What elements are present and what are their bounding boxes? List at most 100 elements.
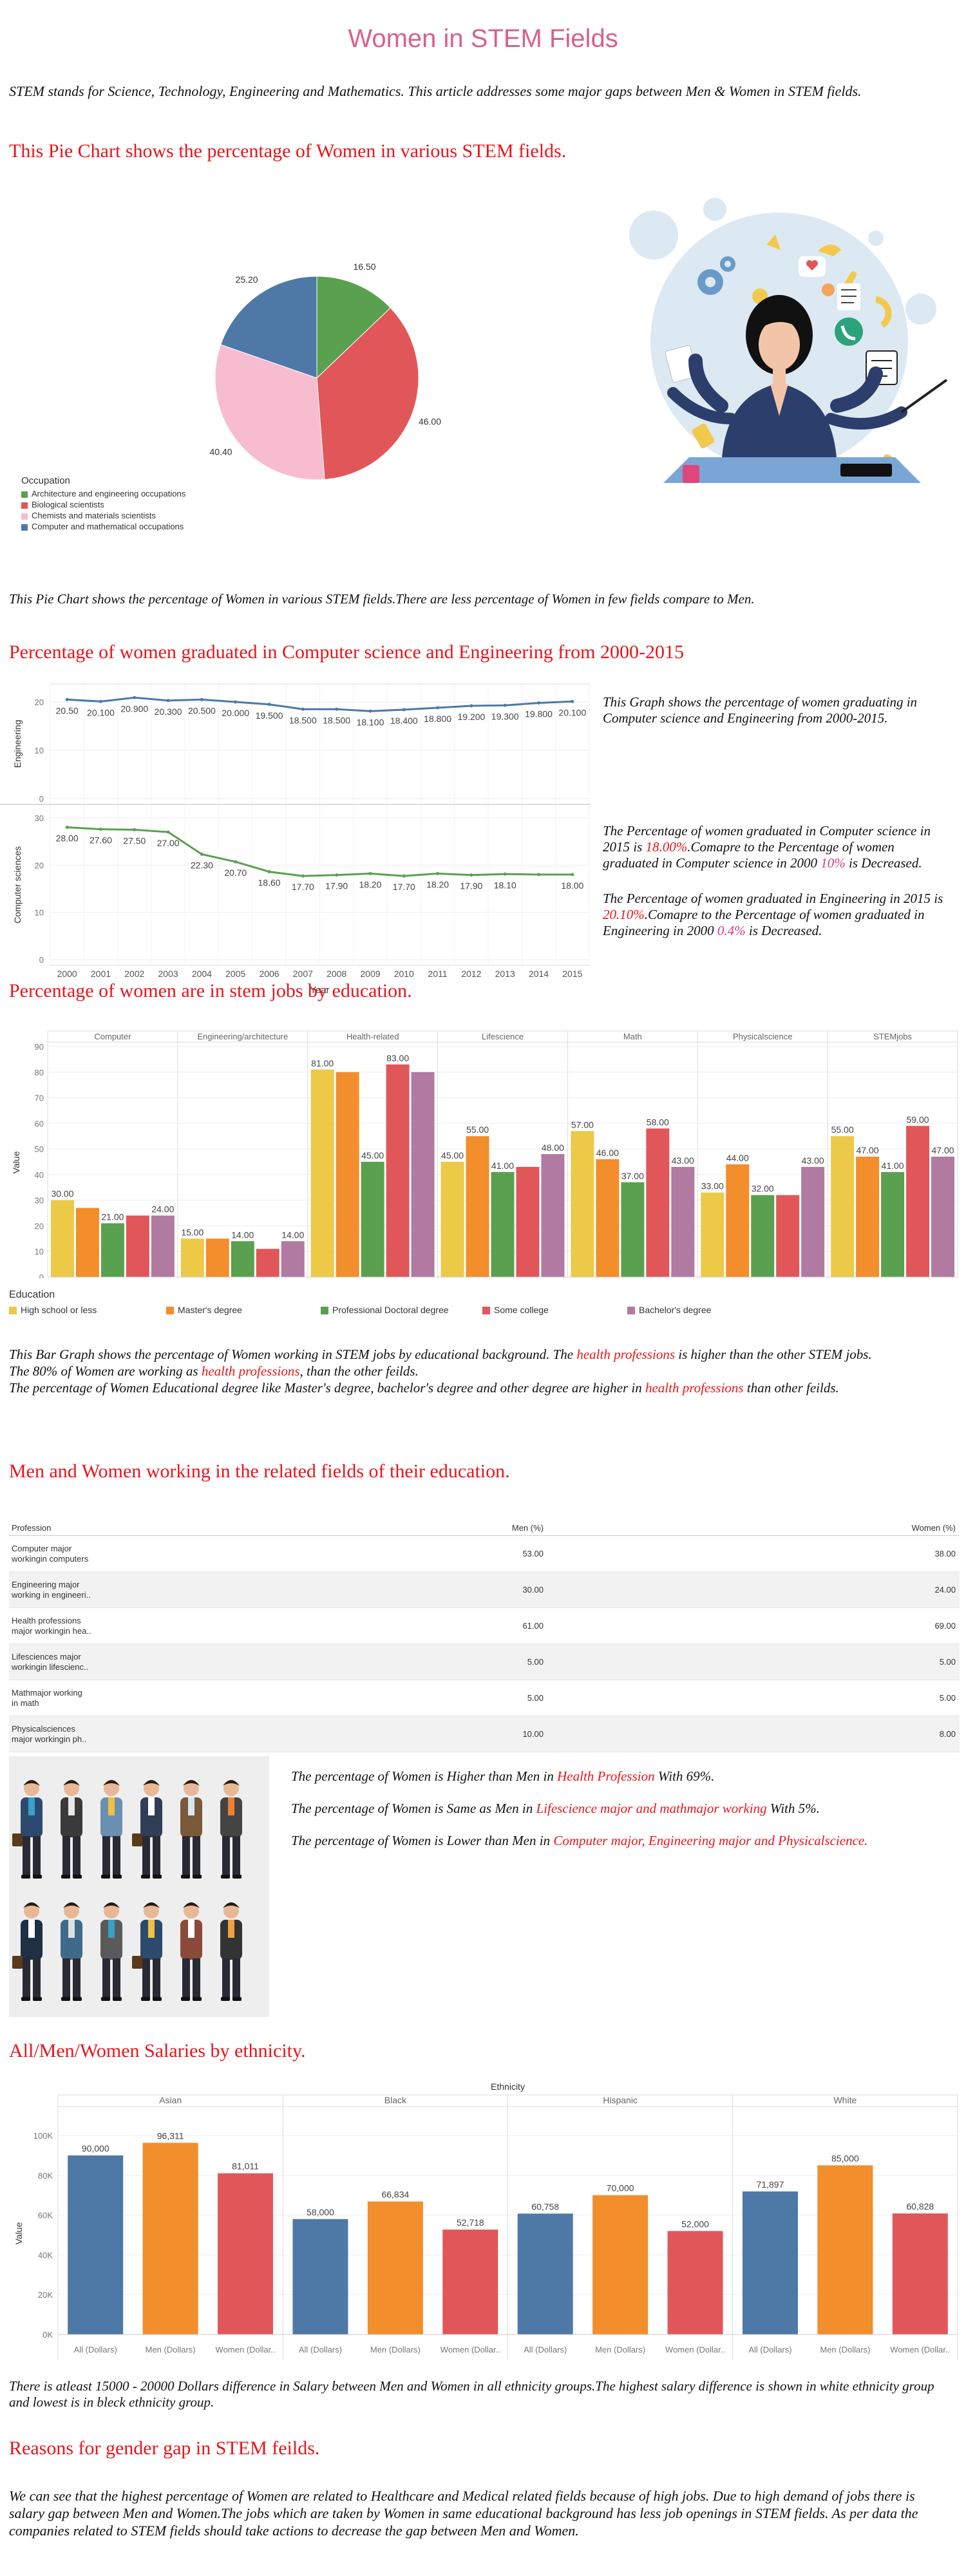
person-leg bbox=[182, 1836, 190, 1876]
y-axis-label: Value bbox=[14, 2222, 24, 2244]
pie-slice-label: 25.20 bbox=[236, 274, 258, 285]
legend-label: Professional Doctoral degree bbox=[332, 1305, 449, 1315]
person-shirt bbox=[148, 1920, 155, 1938]
pie-slice-label: 46.00 bbox=[419, 416, 441, 426]
x-tick-label: All (Dollars) bbox=[74, 2345, 117, 2354]
pie-legend-item: Architecture and engineering occupations bbox=[21, 488, 185, 499]
pie-legend-title: Occupation bbox=[21, 475, 70, 486]
person-shoe bbox=[61, 1997, 70, 2001]
bar-value-label: 37.00 bbox=[621, 1171, 644, 1181]
legend-label: Computer and mathematical occupations bbox=[32, 522, 184, 531]
x-tick-label: 2008 bbox=[327, 969, 346, 979]
bar-value-label: 41.00 bbox=[491, 1160, 514, 1171]
bar bbox=[776, 1195, 800, 1277]
bar-caption-line-1: This Bar Graph shows the percentage of W… bbox=[9, 1347, 872, 1362]
y-tick-label: 80K bbox=[38, 2171, 53, 2181]
person-shirt bbox=[108, 1797, 115, 1815]
bar bbox=[751, 1195, 775, 1277]
x-tick-label: 2015 bbox=[562, 969, 582, 979]
ethnicity-label: Black bbox=[384, 2095, 407, 2105]
person-hair bbox=[103, 1780, 120, 1786]
x-tick-label: 2007 bbox=[293, 969, 313, 979]
x-tick-label: 2000 bbox=[57, 969, 77, 979]
women-cell: 5.00 bbox=[939, 1657, 956, 1667]
education-bar-chart: 0 10 20 30 40 50 60 70 80 90 Value Computer 30.00 21.… bbox=[11, 1030, 958, 1278]
pie-slice bbox=[214, 344, 325, 480]
line-desc: This Graph shows the percentage of women… bbox=[603, 694, 918, 726]
pie-caption: This Pie Chart shows the percentage of W… bbox=[9, 591, 755, 607]
person-leg bbox=[222, 1836, 230, 1876]
series-line bbox=[67, 696, 573, 712]
y-tick-label: 40 bbox=[35, 1170, 44, 1180]
pie-slice bbox=[316, 307, 419, 480]
profession-line-1: Computer major bbox=[12, 1543, 72, 1553]
x-tick-label: 2009 bbox=[360, 969, 380, 979]
person-leg bbox=[232, 1836, 240, 1876]
data-label: 18.20 bbox=[359, 880, 381, 890]
person-shoe bbox=[101, 1997, 110, 2001]
person-shoe bbox=[21, 1875, 30, 1879]
person-leg bbox=[153, 1836, 160, 1876]
x-tick-label: All (Dollars) bbox=[299, 2345, 342, 2354]
salary-heading: All/Men/Women Salaries by ethnicity. bbox=[9, 2040, 306, 2061]
bar-value-label: 71,897 bbox=[757, 2179, 784, 2190]
data-label: 18.400 bbox=[390, 715, 418, 726]
data-label: 18.500 bbox=[323, 715, 350, 725]
bar-value-label: 60,828 bbox=[906, 2201, 934, 2211]
data-point bbox=[234, 860, 238, 864]
finding-2: The percentage of Women is Same as Men i… bbox=[291, 1801, 820, 1816]
person-shoe bbox=[33, 1875, 42, 1879]
bar bbox=[671, 1166, 695, 1277]
bar-legend: Education High school or less Master's de… bbox=[9, 1289, 962, 1316]
bar-value-label: 30.00 bbox=[51, 1189, 73, 1199]
data-label: 27.60 bbox=[90, 835, 112, 846]
person-leg bbox=[222, 1958, 230, 1998]
data-label: 20.50 bbox=[56, 705, 79, 715]
bar bbox=[336, 1072, 359, 1277]
person-shirt bbox=[68, 1920, 75, 1938]
bar-value-label: 21.00 bbox=[101, 1211, 124, 1222]
profession-cell: Lifesciences major workingin lifescienc.. bbox=[9, 1652, 501, 1672]
data-point bbox=[571, 873, 574, 876]
data-point bbox=[402, 708, 406, 712]
person-hair bbox=[223, 1902, 240, 1908]
bar bbox=[386, 1064, 410, 1277]
heart-icon bbox=[806, 260, 818, 270]
pie-slice-label: 16.50 bbox=[353, 261, 375, 272]
person-shoe bbox=[153, 1997, 162, 2001]
y-tick-label: 40K bbox=[38, 2250, 53, 2260]
woman-illustration bbox=[629, 198, 948, 483]
women-cell: 38.00 bbox=[934, 1549, 956, 1558]
data-point bbox=[301, 707, 305, 711]
x-tick-label: Men (Dollars) bbox=[595, 2345, 645, 2354]
person-leg bbox=[142, 1836, 150, 1876]
bar bbox=[801, 1166, 825, 1277]
person-body bbox=[180, 1797, 202, 1837]
line-heading: Percentage of women graduated in Compute… bbox=[9, 641, 684, 663]
bar bbox=[881, 1171, 905, 1277]
y-tick-label: 70 bbox=[35, 1094, 44, 1103]
table-heading: Men and Women working in the related fie… bbox=[9, 1461, 510, 1482]
x-axis-label: Year bbox=[310, 985, 329, 996]
women-cell: 69.00 bbox=[934, 1621, 956, 1631]
cs-note-text-2: .Comapre to the Percentage of women grad… bbox=[603, 839, 895, 871]
panel-label: Computer bbox=[94, 1032, 131, 1041]
table-row: Mathmajor working in math 5.00 5.00 bbox=[9, 1680, 960, 1716]
data-point bbox=[368, 872, 372, 876]
men-cell: 53.00 bbox=[522, 1549, 544, 1558]
bar bbox=[256, 1249, 279, 1277]
y-tick-label: 100K bbox=[33, 2131, 53, 2141]
bar-value-label: 96,311 bbox=[157, 2130, 184, 2141]
pointer-stick bbox=[900, 379, 948, 413]
data-label: 18.20 bbox=[426, 880, 449, 890]
people-illustration bbox=[9, 1756, 269, 2017]
cs-note-text: The Percentage of women graduated in Com… bbox=[603, 823, 931, 855]
bar bbox=[68, 2155, 124, 2334]
bar bbox=[411, 1072, 435, 1277]
person-hair bbox=[143, 1780, 160, 1786]
data-point bbox=[65, 697, 69, 701]
laptop-icon bbox=[840, 464, 892, 477]
data-label: 17.90 bbox=[460, 881, 482, 891]
legend-label: High school or less bbox=[21, 1305, 97, 1315]
ethnicity-label: Hispanic bbox=[603, 2095, 638, 2105]
